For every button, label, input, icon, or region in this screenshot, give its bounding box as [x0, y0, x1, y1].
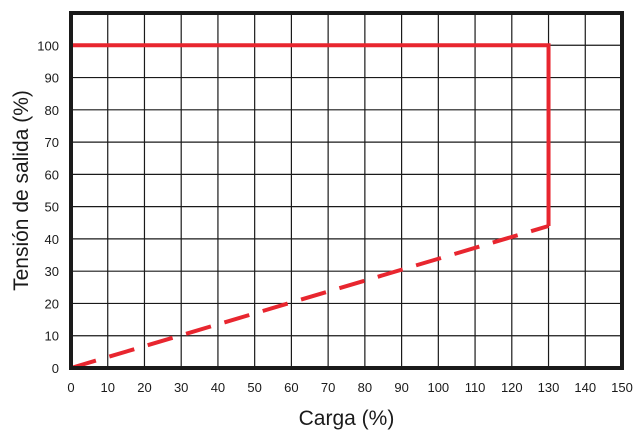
y-tick-labels: 0 10 20 30 40 50 60 70 80 90 100	[37, 38, 59, 376]
x-tick-label: 90	[394, 380, 408, 395]
x-tick-label: 70	[321, 380, 335, 395]
x-tick-label: 10	[100, 380, 114, 395]
x-tick-label: 120	[501, 380, 523, 395]
x-tick-labels: 0 10 20 30 40 50 60 70 80 90 100 110 120 130 140 150	[67, 380, 632, 395]
y-tick-label: 50	[45, 200, 59, 215]
y-axis-label: Tensión de salida (%)	[10, 90, 33, 291]
y-tick-label: 20	[45, 296, 59, 311]
y-tick-label: 40	[45, 232, 59, 247]
x-tick-label: 0	[67, 380, 74, 395]
series-layer	[70, 43, 551, 370]
x-tick-label: 150	[611, 380, 633, 395]
plot-frame	[69, 11, 624, 370]
grid	[70, 12, 623, 369]
x-tick-label: 60	[284, 380, 298, 395]
y-tick-label: 10	[45, 329, 59, 344]
x-tick-label: 100	[427, 380, 449, 395]
x-tick-label: 110	[465, 380, 486, 395]
y-tick-label: 90	[45, 71, 59, 86]
series-line-dashed	[70, 224, 550, 370]
y-tick-label: 30	[45, 264, 59, 279]
series-line-solid	[71, 43, 551, 226]
x-tick-label: 40	[211, 380, 225, 395]
y-tick-label: 80	[45, 103, 59, 118]
y-tick-label: 60	[45, 167, 59, 182]
x-tick-label: 130	[538, 380, 560, 395]
x-tick-label: 20	[137, 380, 151, 395]
x-tick-label: 80	[358, 380, 372, 395]
x-tick-label: 30	[174, 380, 188, 395]
y-tick-label: 100	[37, 38, 59, 53]
x-axis-label: Carga (%)	[299, 407, 395, 430]
y-tick-label: 70	[45, 135, 59, 150]
y-tick-label: 0	[52, 361, 59, 376]
x-tick-label: 50	[247, 380, 261, 395]
x-tick-label: 140	[574, 380, 596, 395]
